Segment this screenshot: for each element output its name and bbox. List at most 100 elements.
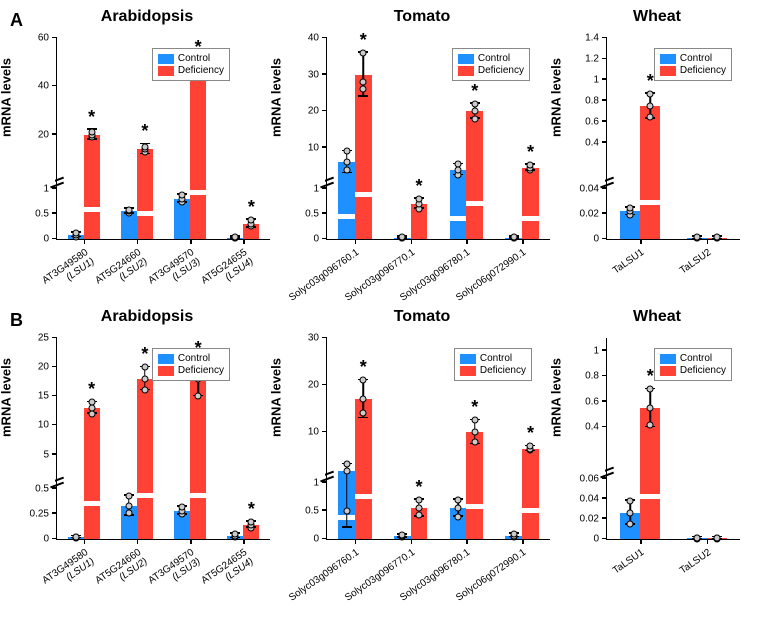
x-axis-label: TaLSU1 (611, 247, 646, 276)
legend-swatch-deficiency (660, 66, 676, 76)
ytick-label: 10 (308, 142, 319, 153)
data-point (72, 229, 79, 236)
axes: 00.020.040.40.60.811.21.4*TaLSU1TaLSU2Co… (606, 38, 740, 240)
data-point (415, 512, 422, 519)
legend-swatch-deficiency (460, 366, 476, 376)
legend-label-deficiency: Deficiency (480, 365, 526, 376)
legend-label-deficiency: Deficiency (680, 365, 726, 376)
significance-star: * (248, 499, 255, 520)
panel-title: Wheat (562, 8, 752, 26)
x-axis-label: AT5G24660(LSU2) (93, 547, 149, 596)
ytick-label: 0.6 (585, 116, 599, 127)
ytick-label: 15 (38, 391, 49, 402)
significance-star: * (415, 176, 422, 197)
y-axis-label: mRNA levels (549, 358, 564, 437)
ytick-label: 0 (43, 234, 49, 245)
data-point (399, 234, 406, 241)
x-axis-label: TaLSU2 (678, 547, 713, 576)
ytick-label: 0.02 (580, 513, 599, 524)
legend: ControlDeficiency (152, 48, 230, 81)
legend-label-control: Control (178, 53, 210, 64)
data-point (471, 108, 478, 115)
ytick-label: 1.2 (585, 54, 599, 65)
significance-star: * (415, 477, 422, 498)
x-axis-label: AT3G49570(LSU3) (147, 547, 203, 596)
significance-star: * (527, 142, 534, 163)
data-point (510, 530, 517, 537)
data-point (141, 387, 148, 394)
data-point (647, 421, 654, 428)
ytick-label: 0.8 (585, 371, 599, 382)
x-axis-label: AT5G24660(LSU2) (93, 247, 149, 296)
bar-deficiency (84, 135, 100, 239)
panel: Tomato mRNA levels00.5110203040*Solyc03g0… (282, 8, 562, 308)
axes: 00.51102030*Solyc03g096760.1*Solyc03g096… (326, 338, 550, 540)
data-point (471, 438, 478, 445)
x-axis-label: AT5G24655(LSU4) (200, 247, 256, 296)
ytick-label: 30 (308, 69, 319, 80)
data-point (415, 505, 422, 512)
significance-star: * (141, 344, 148, 365)
legend-label-control: Control (480, 353, 512, 364)
ytick-label: 0.5 (305, 505, 319, 516)
data-point (141, 143, 148, 150)
plot-area: mRNA levels00.250.5510152025*AT3G49580(L… (12, 330, 282, 608)
ytick-label: 0.5 (305, 208, 319, 219)
legend-label-deficiency: Deficiency (680, 65, 726, 76)
x-axis-label: AT3G49580(LSU1) (40, 547, 96, 596)
legend: ControlDeficiency (152, 348, 230, 381)
y-axis-label: mRNA levels (0, 358, 14, 437)
data-point (179, 191, 186, 198)
legend-swatch-control (660, 354, 676, 364)
data-point (455, 161, 462, 168)
plot-area: mRNA levels00.51102030*Solyc03g096760.1*… (282, 330, 562, 608)
legend-label-control: Control (478, 53, 510, 64)
data-point (88, 129, 95, 136)
y-axis-label: mRNA levels (549, 58, 564, 137)
data-point (360, 78, 367, 85)
plot-area: mRNA levels00.020.040.40.60.811.21.4*TaL… (562, 30, 752, 308)
plot-area: mRNA levels00.5110203040*Solyc03g096760.… (282, 30, 562, 308)
significance-star: * (647, 71, 654, 92)
legend-swatch-control (158, 54, 174, 64)
data-point (510, 234, 517, 241)
significance-star: * (248, 197, 255, 218)
legend: ControlDeficiency (452, 48, 530, 81)
panel-title: Tomato (282, 308, 562, 326)
ytick-label: 0.04 (580, 493, 599, 504)
data-point (125, 492, 132, 499)
bar-deficiency (640, 106, 660, 239)
data-point (455, 496, 462, 503)
plot-area: mRNA levels00.51204060*AT3G49580(LSU1)*A… (12, 30, 282, 308)
axes: 00.5110203040*Solyc03g096760.1*Solyc03g0… (326, 38, 550, 240)
data-point (471, 115, 478, 122)
ytick-label: 1.4 (585, 33, 599, 44)
panel-row-A: AArabidopsismRNA levels00.51204060*AT3G4… (12, 8, 771, 308)
ytick-label: 0 (313, 534, 319, 545)
data-point (627, 497, 634, 504)
panel: WheatmRNA levels00.020.040.060.40.60.81*… (562, 308, 752, 608)
data-point (360, 410, 367, 417)
legend-label-control: Control (680, 353, 712, 364)
data-point (125, 502, 132, 509)
x-axis-label: TaLSU2 (678, 247, 713, 276)
bar-deficiency (522, 168, 539, 239)
ytick-label: 0.5 (35, 208, 49, 219)
panel-title: Tomato (282, 8, 562, 26)
ytick-label: 10 (38, 420, 49, 431)
ytick-label: 1 (43, 183, 49, 194)
panel-row-B: BArabidopsismRNA levels00.250.5510152025… (12, 308, 771, 608)
bar-deficiency (355, 399, 372, 539)
ytick-label: 40 (308, 33, 319, 44)
ytick-label: 1 (313, 183, 319, 194)
ytick-label: 60 (38, 33, 49, 44)
ytick-label: 0.6 (585, 396, 599, 407)
legend: ControlDeficiency (454, 348, 532, 381)
bar-deficiency (137, 149, 153, 239)
ytick-label: 0.02 (580, 208, 599, 219)
data-point (179, 503, 186, 510)
ytick-label: 20 (38, 129, 49, 140)
legend-label-control: Control (680, 53, 712, 64)
panel: Tomato mRNA levels00.51102030*Solyc03g096… (282, 308, 562, 608)
panel-title: Arabidopsis (12, 308, 282, 326)
